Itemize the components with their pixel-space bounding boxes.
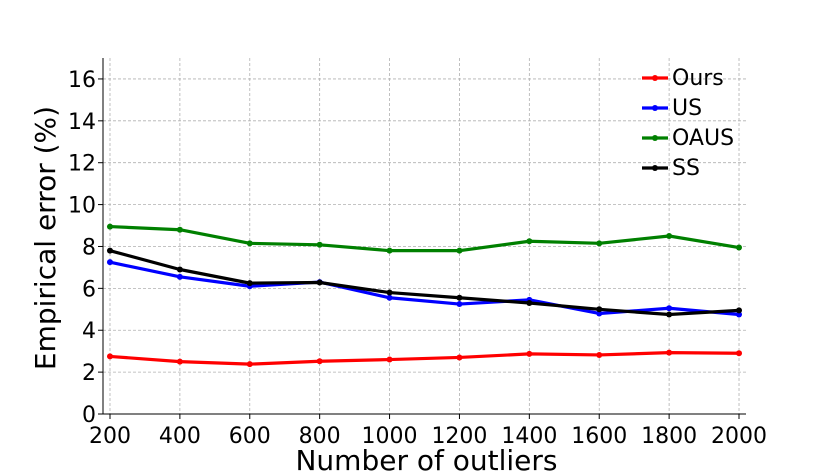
legend-marker-ours xyxy=(652,75,658,81)
data-point-ss xyxy=(316,279,323,286)
data-point-ours xyxy=(176,358,183,365)
data-point-us xyxy=(736,311,743,318)
data-point-oaus xyxy=(596,240,603,247)
data-point-oaus xyxy=(666,233,673,239)
x-tick-label: 1800 xyxy=(641,424,697,449)
y-tick-label: 16 xyxy=(68,68,96,93)
x-tick-label: 1600 xyxy=(571,424,627,449)
data-point-ss xyxy=(176,266,183,273)
data-point-oaus xyxy=(736,244,743,251)
data-point-ours xyxy=(386,356,393,363)
data-point-ss xyxy=(526,300,533,307)
data-point-ss xyxy=(596,306,603,313)
legend: Ours US OAUS SS xyxy=(642,66,734,181)
data-point-us xyxy=(386,294,393,301)
data-point-ours xyxy=(736,350,743,357)
x-tick-label: 800 xyxy=(299,424,341,449)
data-point-oaus xyxy=(176,226,183,233)
data-point-oaus xyxy=(106,223,113,230)
data-point-ours xyxy=(526,350,533,357)
data-point-us xyxy=(456,301,463,308)
y-tick-label: 2 xyxy=(82,361,96,386)
y-tick-label: 8 xyxy=(82,235,96,260)
x-axis-label: Number of outliers xyxy=(295,444,557,475)
axes xyxy=(102,58,746,415)
x-tick-label: 2000 xyxy=(711,424,767,449)
data-point-us xyxy=(106,259,113,266)
legend-marker-us xyxy=(652,105,658,111)
x-tick-label: 1000 xyxy=(362,424,418,449)
data-point-ss xyxy=(666,311,673,318)
data-point-ours xyxy=(316,358,323,365)
y-tick-label: 4 xyxy=(82,319,96,344)
legend-label-ss: SS xyxy=(672,156,700,181)
data-point-ours xyxy=(596,351,603,358)
data-point-ours xyxy=(456,354,463,361)
data-point-ss xyxy=(386,289,393,296)
data-point-ss xyxy=(246,280,253,287)
data-point-ours xyxy=(666,349,673,356)
data-point-us xyxy=(666,305,673,312)
x-tick-label: 1200 xyxy=(431,424,487,449)
y-axis-label: Empirical error (%) xyxy=(29,106,62,370)
data-point-ss xyxy=(736,307,743,314)
data-point-oaus xyxy=(456,247,463,254)
data-point-oaus xyxy=(316,241,323,248)
data-point-ours xyxy=(106,353,113,360)
x-tick-label: 400 xyxy=(159,424,201,449)
y-tick-label: 12 xyxy=(68,152,96,177)
legend-label-us: US xyxy=(672,96,702,121)
series-line-oaus xyxy=(109,224,740,253)
legend-marker-ss xyxy=(652,165,658,171)
series-line-ours xyxy=(109,351,740,366)
x-tick-label: 1400 xyxy=(501,424,557,449)
legend-marker-oaus xyxy=(652,135,658,141)
data-point-us xyxy=(176,273,183,280)
legend-label-ours: Ours xyxy=(672,66,724,91)
grid-lines xyxy=(103,58,746,415)
y-tick-label: 6 xyxy=(82,277,96,302)
tick-labels: 200 400 600 800 1000 1200 1400 1600 1800 2000 0 2 4 6… xyxy=(68,68,767,449)
legend-label-oaus: OAUS xyxy=(672,126,734,151)
data-point-ours xyxy=(246,361,253,368)
data-point-ss xyxy=(456,294,463,301)
y-tick-label: 14 xyxy=(68,110,96,135)
data-point-ss xyxy=(106,247,113,254)
data-point-us xyxy=(596,310,603,317)
data-point-oaus xyxy=(386,247,393,254)
data-point-oaus xyxy=(246,240,253,247)
series-line-ss xyxy=(109,249,740,317)
y-tick-label: 10 xyxy=(68,194,96,219)
data-point-oaus xyxy=(526,238,533,245)
x-tick-label: 600 xyxy=(229,424,271,449)
y-tick-label: 0 xyxy=(82,403,96,428)
series-group xyxy=(106,223,743,368)
x-tick-label: 200 xyxy=(89,424,131,449)
